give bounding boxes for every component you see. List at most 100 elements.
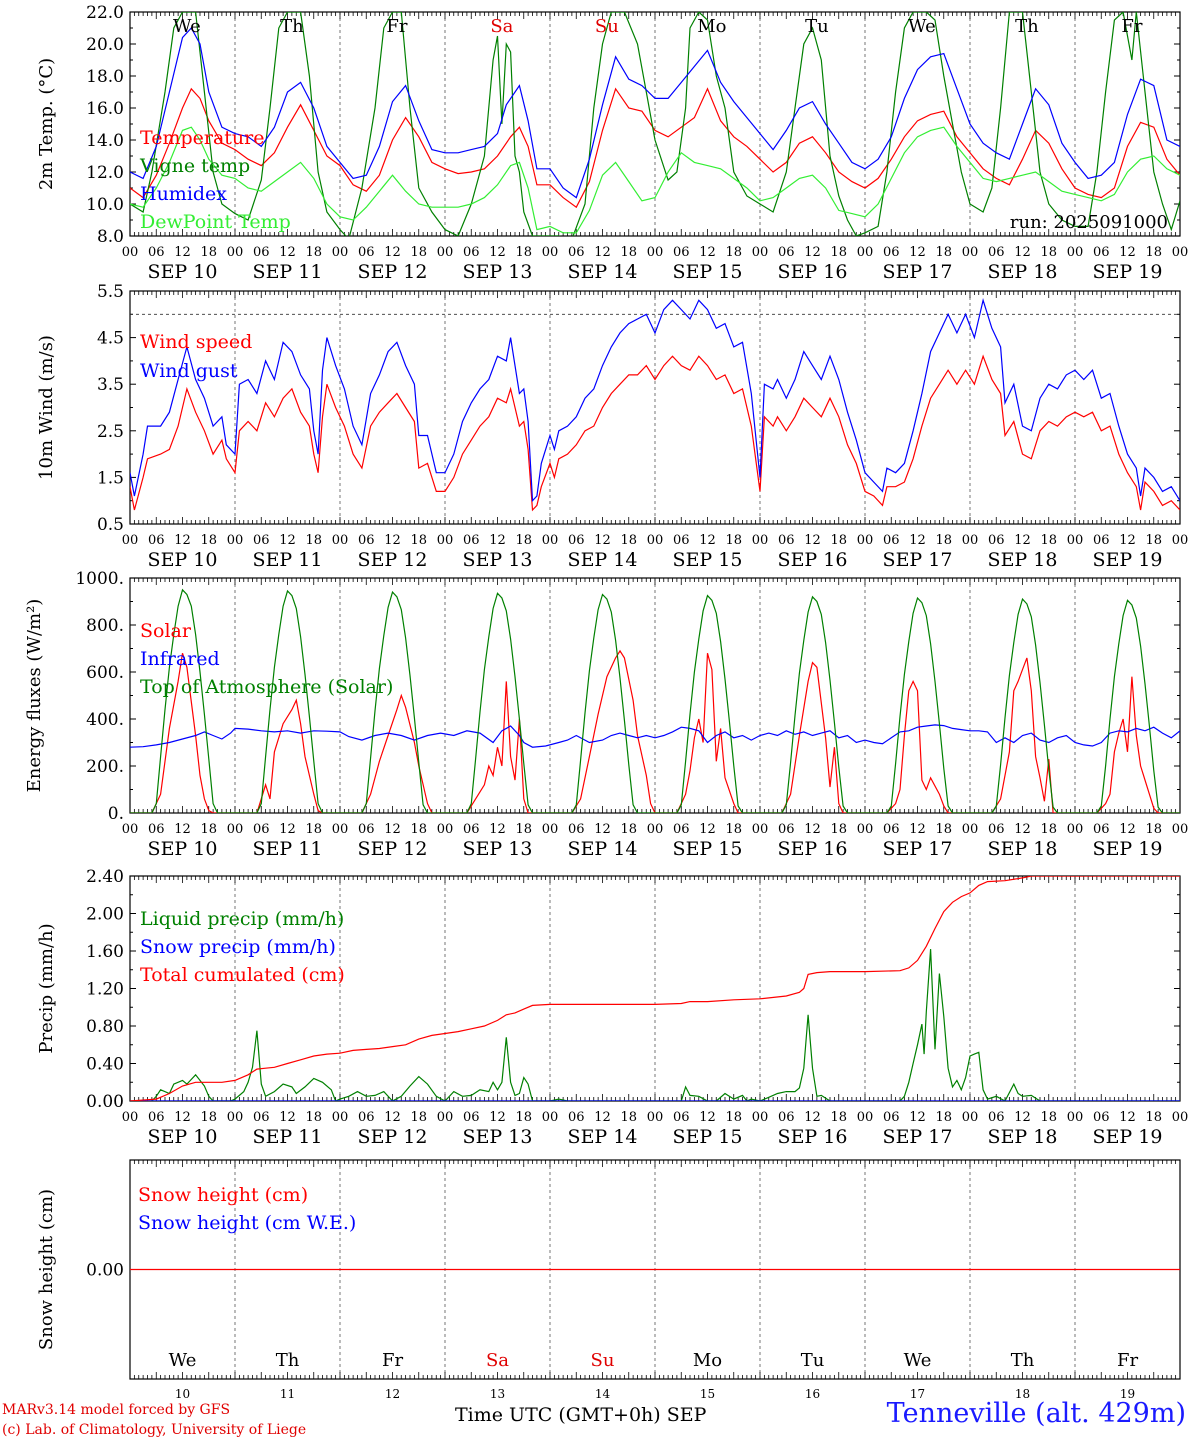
y-axis-label: Energy fluxes (W/m²) xyxy=(24,599,45,793)
date-label: SEP 14 xyxy=(568,838,638,860)
hour-tick-label: 00 xyxy=(332,533,349,548)
hour-tick-label: 00 xyxy=(227,822,244,837)
series-line-wind-gust xyxy=(130,298,1180,503)
hour-tick-label: 12 xyxy=(594,245,611,260)
hour-tick-label: 12 xyxy=(699,533,716,548)
panel-2: 0.5 1.5 2.5 3.5 4.5 5.5 10m Wind (m/s) Wind spe… xyxy=(36,282,1188,571)
legend-entry: Snow height (cm W.E.) xyxy=(138,1212,356,1234)
hour-tick-label: 00 xyxy=(752,245,769,260)
hour-tick-label: 18 xyxy=(1145,245,1162,260)
y-tick-label: 2.5 xyxy=(97,422,124,442)
hour-tick-label: 06 xyxy=(568,533,585,548)
hour-tick-label: 00 xyxy=(437,245,454,260)
hour-tick-label: 00 xyxy=(857,1110,874,1125)
hour-tick-label: 00 xyxy=(1172,822,1189,837)
hour-tick-label: 12 xyxy=(804,1110,821,1125)
hour-tick-label: 06 xyxy=(883,822,900,837)
hour-tick-label: 06 xyxy=(568,245,585,260)
date-label: SEP 11 xyxy=(253,1126,323,1148)
hour-tick-label: 06 xyxy=(778,533,795,548)
hour-tick-label: 12 xyxy=(594,1110,611,1125)
date-label: SEP 11 xyxy=(253,261,323,283)
y-tick-label: 3.5 xyxy=(97,375,124,395)
date-label: SEP 13 xyxy=(463,549,533,571)
date-label: SEP 17 xyxy=(883,838,953,860)
legend-entry: Liquid precip (mm/h) xyxy=(140,908,344,930)
hour-tick-label: 12 xyxy=(1014,822,1031,837)
hour-tick-label: 00 xyxy=(437,533,454,548)
hour-tick-label: 06 xyxy=(673,533,690,548)
series-line-humidex xyxy=(130,26,1180,199)
date-label: SEP 19 xyxy=(1093,838,1163,860)
hour-tick-label: 18 xyxy=(725,1110,742,1125)
y-tick-label: 200. xyxy=(86,757,124,777)
hour-tick-label: 18 xyxy=(200,245,217,260)
y-tick-label: 14.0 xyxy=(86,131,124,151)
hour-tick-label: 18 xyxy=(515,533,532,548)
date-label: SEP 12 xyxy=(358,549,428,571)
model-credit: MARv3.14 model forced by GFS xyxy=(2,1402,231,1418)
hour-tick-label: 06 xyxy=(148,1110,165,1125)
weekday-label: Th xyxy=(1011,1350,1035,1371)
hour-tick-label: 18 xyxy=(410,822,427,837)
hour-tick-label: 12 xyxy=(699,245,716,260)
hour-tick-label: 00 xyxy=(647,1110,664,1125)
hour-tick-label: 00 xyxy=(752,822,769,837)
y-tick-label: 22.0 xyxy=(86,3,124,23)
weekday-label: We xyxy=(908,16,936,37)
hour-tick-label: 18 xyxy=(305,1110,322,1125)
hour-tick-label: 06 xyxy=(568,1110,585,1125)
y-axis-label: Precip (mm/h) xyxy=(36,923,57,1053)
hour-tick-label: 12 xyxy=(909,822,926,837)
y-tick-label: 0.00 xyxy=(86,1261,124,1281)
y-tick-label: 4.5 xyxy=(97,329,124,349)
date-label: SEP 18 xyxy=(988,261,1058,283)
series-line-temperature xyxy=(130,87,1180,209)
hour-tick-label: 06 xyxy=(463,533,480,548)
hour-tick-label: 00 xyxy=(332,245,349,260)
hour-tick-label: 12 xyxy=(279,1110,296,1125)
hour-tick-label: 12 xyxy=(489,533,506,548)
day-number-label: 12 xyxy=(385,1387,400,1401)
hour-tick-label: 18 xyxy=(515,822,532,837)
hour-tick-label: 00 xyxy=(752,533,769,548)
legend-entry: Wind gust xyxy=(140,360,238,382)
panel-1: 8.0 10.0 12.0 14.0 16.0 18.0 20.0 22.0 2m Temp. … xyxy=(36,3,1188,283)
weekday-label: Fr xyxy=(1121,16,1142,37)
hour-tick-label: 00 xyxy=(542,533,559,548)
day-number-label: 13 xyxy=(490,1387,505,1401)
date-label: SEP 16 xyxy=(778,1126,848,1148)
hour-tick-label: 18 xyxy=(1040,822,1057,837)
day-number-label: 16 xyxy=(805,1387,820,1401)
hour-tick-label: 18 xyxy=(830,822,847,837)
hour-tick-label: 18 xyxy=(830,245,847,260)
hour-tick-label: 12 xyxy=(1014,1110,1031,1125)
day-number-label: 14 xyxy=(595,1387,611,1401)
date-label: SEP 15 xyxy=(673,1126,743,1148)
y-axis-label: Snow height (cm) xyxy=(36,1189,57,1350)
hour-tick-label: 18 xyxy=(725,245,742,260)
day-number-label: 18 xyxy=(1015,1387,1030,1401)
hour-tick-label: 18 xyxy=(410,533,427,548)
date-label: SEP 13 xyxy=(463,838,533,860)
series-line-vigne-temp xyxy=(130,12,1180,236)
hour-tick-label: 06 xyxy=(148,533,165,548)
date-label: SEP 12 xyxy=(358,261,428,283)
legend-entry: Vigne temp xyxy=(139,155,250,177)
series-line-top-of-atmosphere-solar- xyxy=(130,588,1180,813)
hour-tick-label: 00 xyxy=(857,245,874,260)
legend-entry: Wind speed xyxy=(140,331,252,353)
hour-tick-label: 06 xyxy=(568,822,585,837)
hour-tick-label: 18 xyxy=(1145,1110,1162,1125)
hour-tick-label: 12 xyxy=(804,533,821,548)
date-label: SEP 12 xyxy=(358,1126,428,1148)
series-line-solar xyxy=(130,649,1180,813)
date-label: SEP 17 xyxy=(883,261,953,283)
hour-tick-label: 12 xyxy=(909,245,926,260)
hour-tick-label: 06 xyxy=(148,245,165,260)
hour-tick-label: 00 xyxy=(332,1110,349,1125)
hour-tick-label: 00 xyxy=(227,1110,244,1125)
hour-tick-label: 18 xyxy=(620,533,637,548)
legend-entry: Infrared xyxy=(140,648,220,670)
hour-tick-label: 18 xyxy=(935,822,952,837)
